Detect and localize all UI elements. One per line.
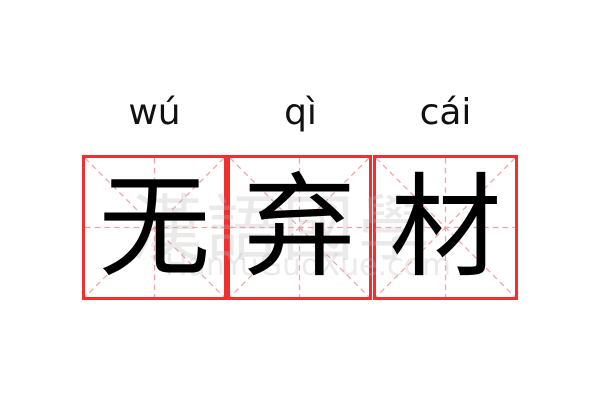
pinyin-3: cái [419, 92, 472, 133]
pinyin-1: wú [128, 92, 181, 133]
character-cell-1: 无 [82, 155, 227, 300]
watermark-chinese: 漢語國學 [130, 187, 435, 271]
character-3: 材 [389, 162, 502, 293]
guide-lines [230, 158, 369, 297]
character-cell-2: 弃 [227, 155, 372, 300]
character-grid: 无 弃 材 [82, 155, 518, 300]
character-1: 无 [98, 162, 211, 293]
pinyin-2: qì [284, 92, 317, 133]
watermark-url: HanYuGuoXue.com [165, 248, 452, 283]
guide-lines [376, 158, 515, 297]
character-cell-3: 材 [373, 155, 518, 300]
guide-lines [85, 158, 224, 297]
character-2: 弃 [243, 162, 356, 293]
